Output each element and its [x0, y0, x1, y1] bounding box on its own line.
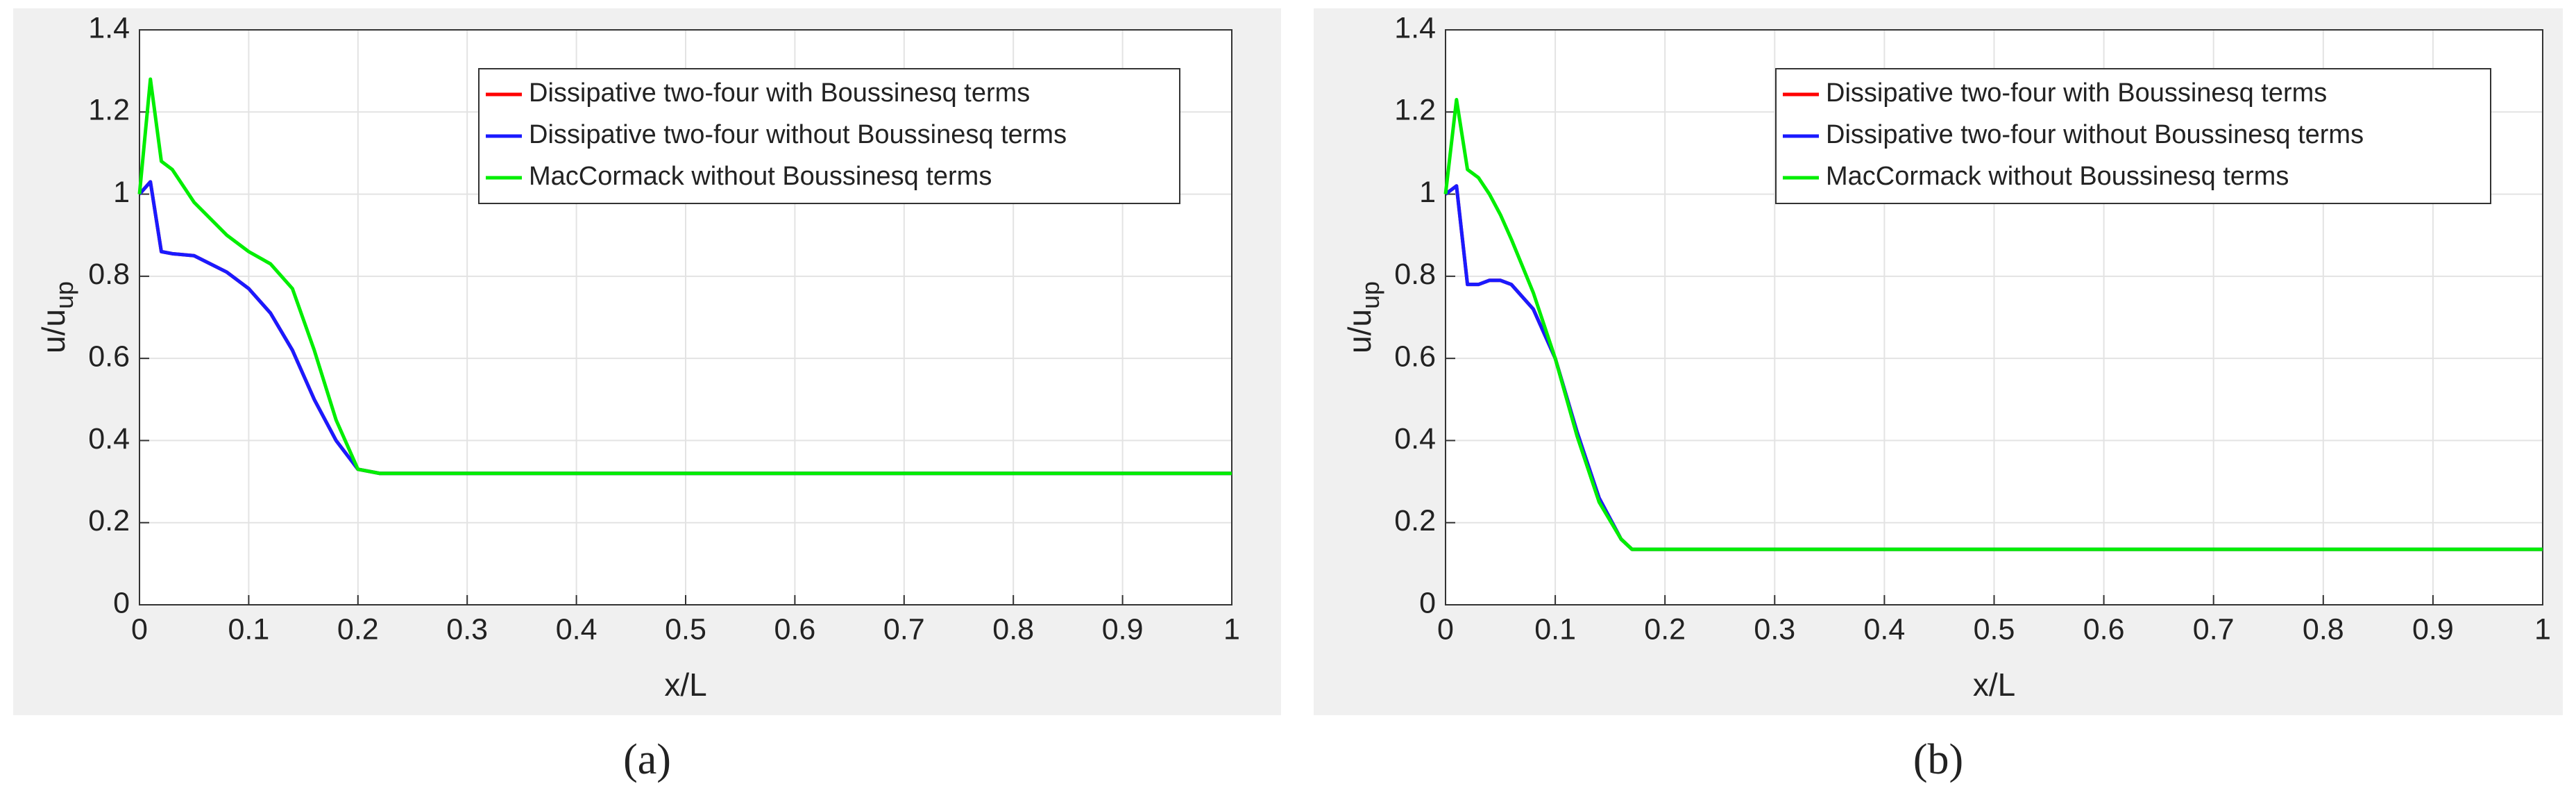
legend-label: Dissipative two-four with Boussinesq ter… [529, 78, 1030, 108]
x-tick-label: 0.4 [556, 612, 598, 646]
x-axis-label: x/L [1973, 667, 2015, 703]
x-tick-label: 1 [1223, 612, 1240, 646]
axes-box [1445, 29, 2543, 605]
y-axis-label: u/uup [35, 281, 78, 353]
x-tick-label: 0.4 [1864, 612, 1906, 646]
x-tick-label: 0.9 [2412, 612, 2454, 646]
x-tick-label: 0.7 [883, 612, 925, 646]
legend-label: Dissipative two-four without Boussinesq … [529, 120, 1067, 149]
legend-label: MacCormack without Boussinesq terms [1826, 162, 2289, 191]
x-tick-label: 1 [2534, 612, 2551, 646]
y-tick-label: 0 [1419, 586, 1436, 619]
panel-caption: (a) [623, 736, 671, 783]
y-tick-label: 1.2 [88, 94, 130, 127]
x-tick-label: 0.3 [1754, 612, 1795, 646]
legend-label: MacCormack without Boussinesq terms [529, 162, 992, 191]
x-tick-label: 0.8 [2303, 612, 2344, 646]
data-line [1443, 98, 2543, 551]
y-tick-label: 1.4 [1394, 11, 1436, 44]
x-axis-label: x/L [664, 667, 706, 703]
panel-caption: (b) [1913, 736, 1963, 783]
y-axis-label-main: u/u [1341, 309, 1378, 353]
legend-label: Dissipative two-four with Boussinesq ter… [1826, 78, 2327, 108]
x-tick-label: 0.7 [2193, 612, 2235, 646]
x-tick-label: 0.2 [1644, 612, 1686, 646]
y-tick-label: 0.6 [1394, 340, 1436, 374]
y-tick-label: 0.4 [1394, 422, 1436, 456]
y-tick-label: 0.2 [88, 504, 130, 537]
legend-box [478, 68, 1180, 204]
y-tick-label: 0.8 [1394, 258, 1436, 291]
y-tick-label: 1 [113, 176, 130, 209]
x-tick-label: 0.6 [774, 612, 816, 646]
x-tick-label: 0.3 [446, 612, 488, 646]
legend-label: Dissipative two-four without Boussinesq … [1826, 120, 2364, 149]
x-tick-label: 0.8 [992, 612, 1034, 646]
data-line [137, 77, 1232, 476]
y-axis-label-subscript: up [1356, 281, 1384, 309]
x-tick-label: 0.2 [337, 612, 379, 646]
y-axis-label-subscript: up [50, 281, 78, 309]
x-tick-label: 0.9 [1102, 612, 1144, 646]
x-tick-label: 0 [1437, 612, 1454, 646]
axes-box [139, 29, 1232, 605]
x-tick-label: 0.5 [1974, 612, 2015, 646]
legend-box [1775, 68, 2491, 204]
y-tick-label: 0.2 [1394, 504, 1436, 537]
y-tick-label: 1.4 [88, 11, 130, 44]
x-tick-label: 0.5 [665, 612, 706, 646]
x-tick-label: 0.1 [1534, 612, 1576, 646]
x-tick-label: 0.1 [228, 612, 270, 646]
y-tick-label: 0 [113, 586, 130, 619]
y-tick-label: 0.8 [88, 258, 130, 291]
x-tick-label: 0.6 [2083, 612, 2125, 646]
y-tick-label: 1 [1419, 176, 1436, 209]
y-tick-label: 0.6 [88, 340, 130, 374]
y-axis-label-main: u/u [35, 309, 71, 353]
x-tick-label: 0 [131, 612, 148, 646]
y-tick-label: 1.2 [1394, 94, 1436, 127]
y-tick-label: 0.4 [88, 422, 130, 456]
y-axis-label: u/uup [1341, 281, 1384, 353]
